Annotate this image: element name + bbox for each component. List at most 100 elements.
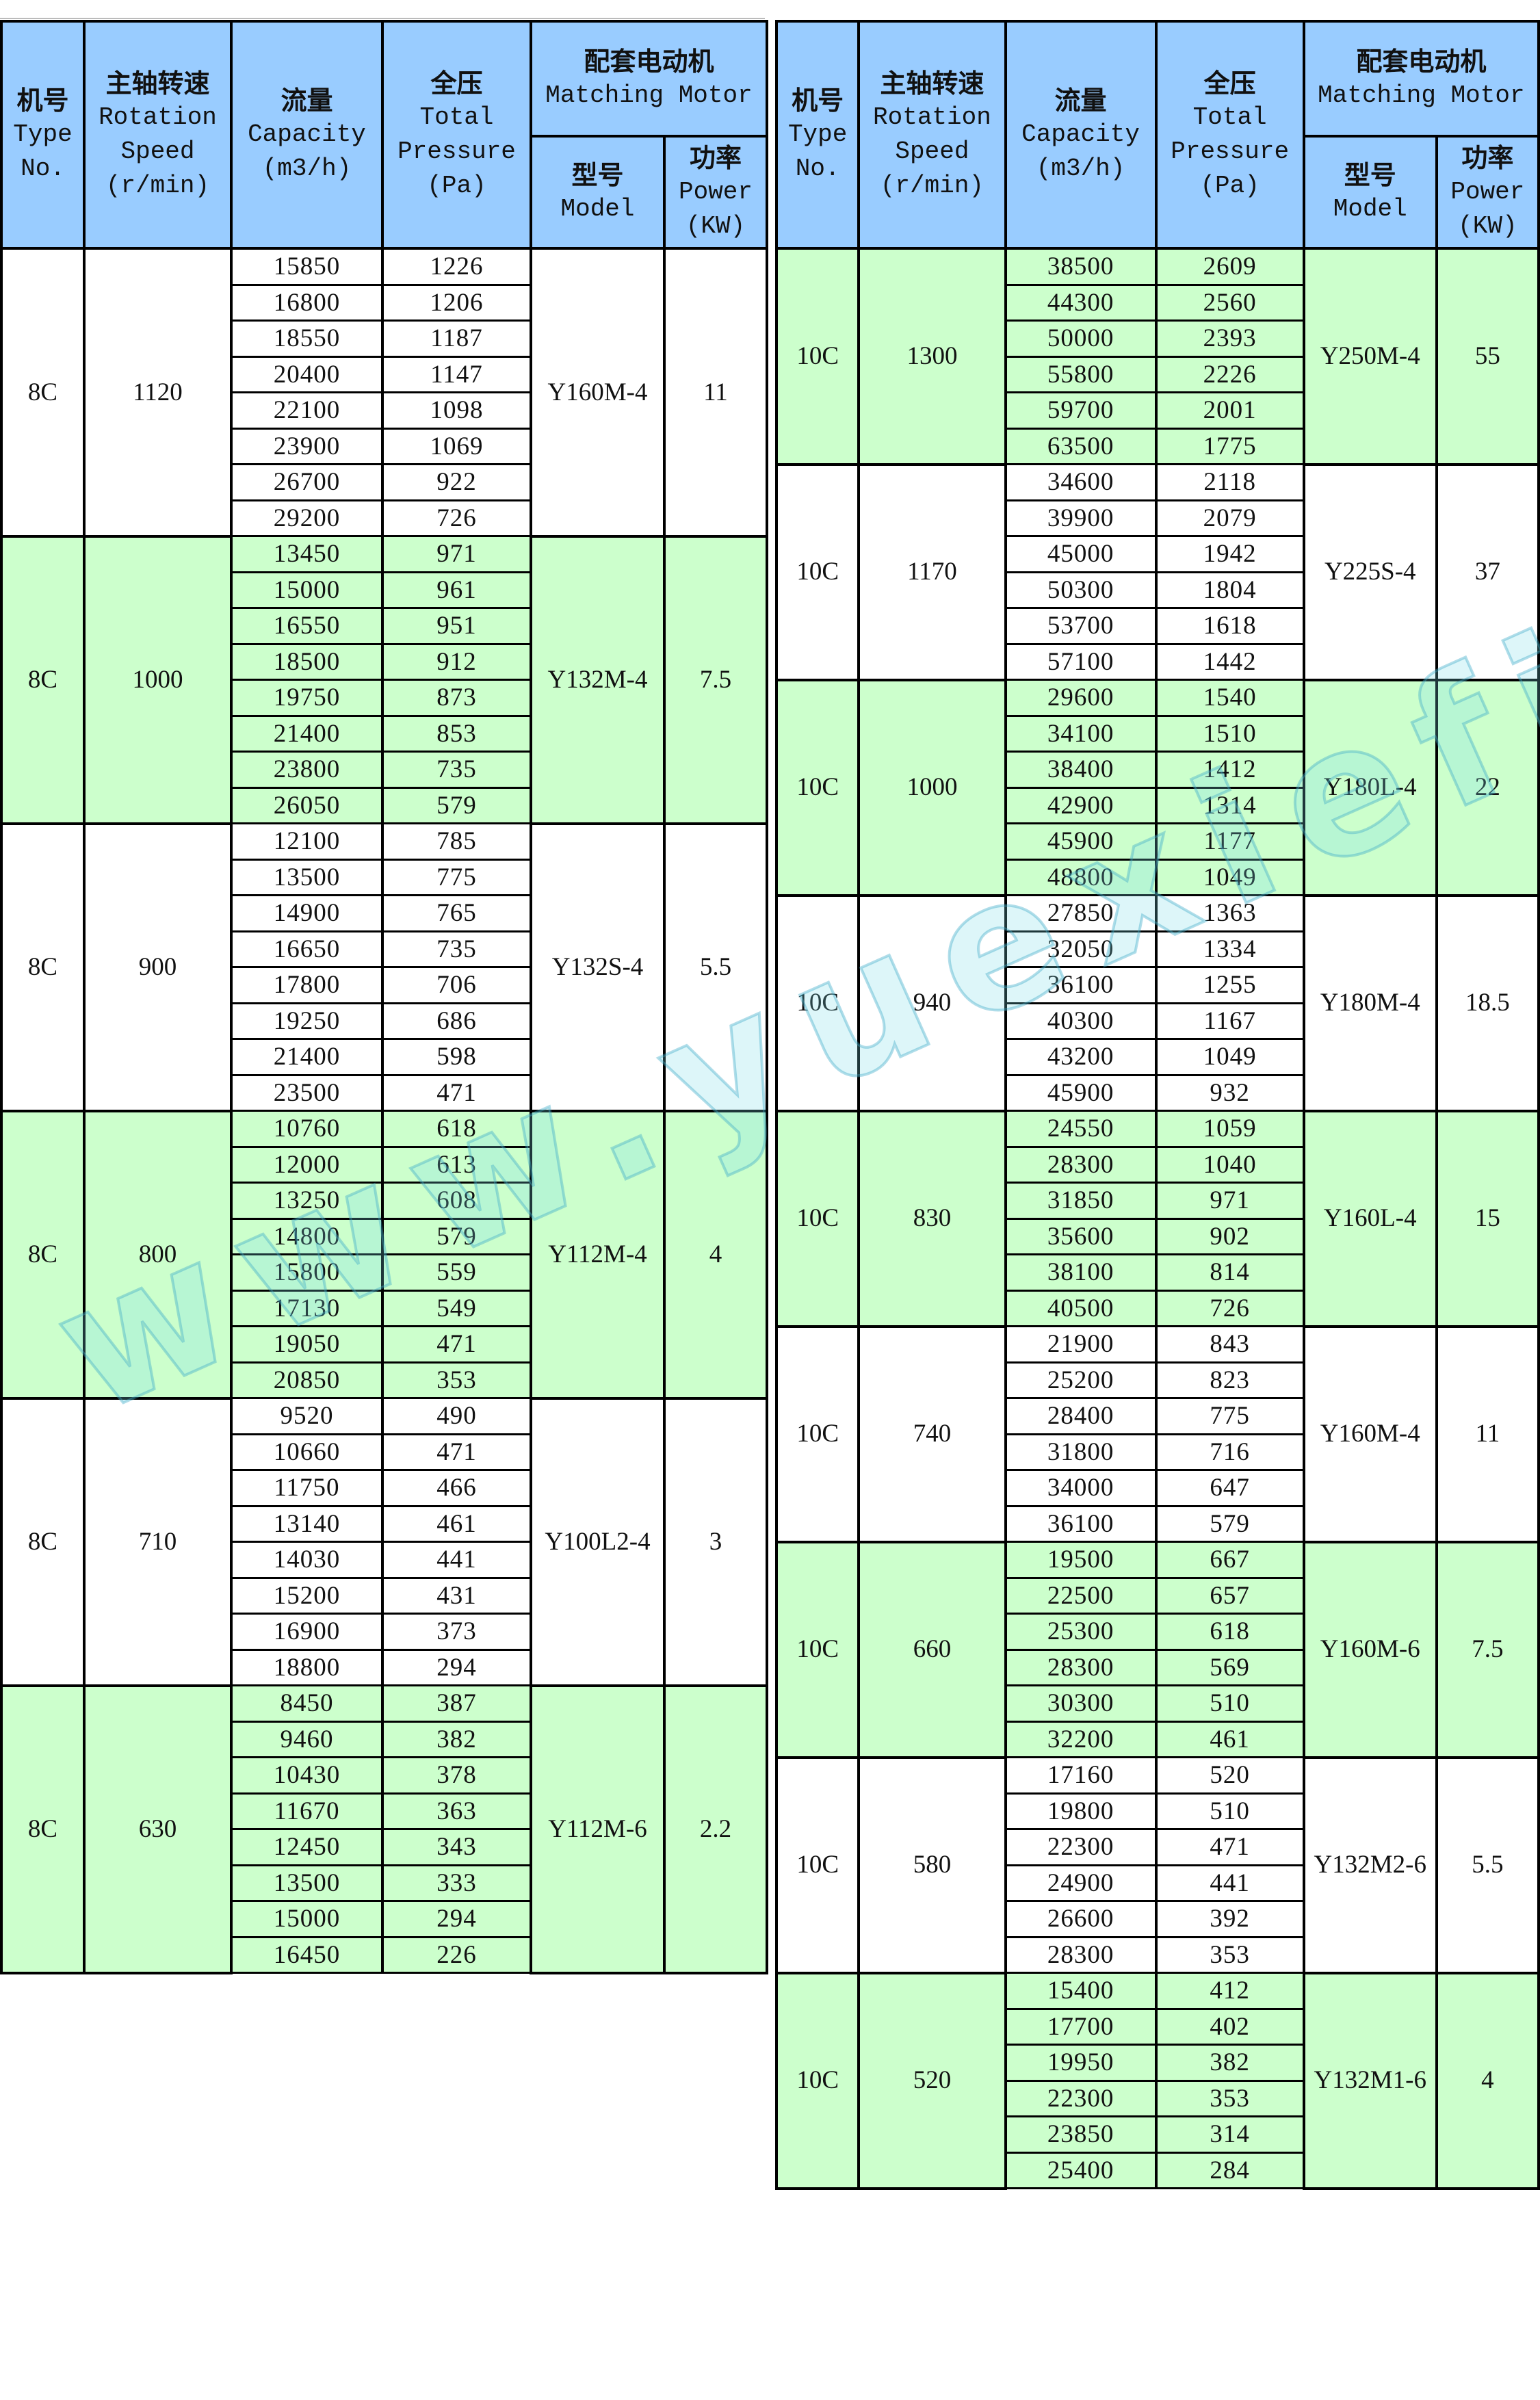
table-row: 8C 1000 13450 971 Y132M-4 7.5 (0, 534, 768, 825)
capacity-cell: 16550 (230, 607, 384, 645)
capacity-cell: 20850 (230, 1361, 384, 1399)
pressure-cell: 823 (1154, 1361, 1305, 1399)
capacity-cell: 28300 (1004, 1935, 1158, 1974)
table-row: 10660 471 (1, 1433, 767, 1471)
pressure-cell: 559 (381, 1253, 532, 1292)
table-row: 25300 618 (776, 1613, 1539, 1651)
pressure-cell: 765 (381, 894, 532, 932)
rotation-speed-cell: 710 (83, 1396, 233, 1687)
header-rotation-speed: 主轴转速 Rotation Speed (r/min) (857, 20, 1007, 250)
header-capacity-unit: (m3/h) (1036, 155, 1125, 183)
capacity-cell: 19500 (1004, 1541, 1158, 1579)
table-row: 28300 569 (776, 1648, 1539, 1686)
table-row: 53700 1618 (776, 607, 1539, 645)
capacity-cell: 12000 (230, 1145, 384, 1184)
pressure-cell: 1255 (1154, 966, 1305, 1004)
rotation-speed-cell: 940 (857, 894, 1007, 1112)
table-row: 10C 830 24550 1059 Y160L-4 15 (774, 1109, 1540, 1328)
table-row: 10C 1000 29600 1540 Y180L-4 22 (774, 678, 1540, 897)
capacity-cell: 32050 (1004, 930, 1158, 968)
table-row: 48800 1049 (776, 858, 1539, 896)
capacity-cell: 34600 (1004, 463, 1158, 501)
pressure-cell: 735 (381, 751, 532, 789)
pressure-cell: 392 (1154, 1900, 1305, 1938)
pressure-cell: 657 (1154, 1576, 1305, 1615)
table-row: 13500 775 (1, 858, 767, 896)
pressure-cell: 706 (381, 966, 532, 1004)
capacity-cell: 22500 (1004, 1576, 1158, 1615)
capacity-cell: 28400 (1004, 1397, 1158, 1435)
capacity-cell: 55800 (1004, 355, 1158, 393)
capacity-cell: 27850 (1004, 894, 1158, 932)
capacity-cell: 26050 (230, 786, 384, 824)
table-row: 17800 706 (1, 966, 767, 1004)
table-row: 34000 647 (776, 1469, 1539, 1507)
rotation-speed-cell: 900 (83, 822, 233, 1112)
capacity-cell: 9460 (230, 1720, 384, 1758)
capacity-cell: 38400 (1004, 751, 1158, 789)
header-pressure-zh: 全压 (430, 68, 483, 99)
capacity-cell: 22300 (1004, 1828, 1158, 1866)
table-row: 23850 314 (776, 2115, 1539, 2154)
capacity-cell: 32200 (1004, 1720, 1158, 1758)
pressure-cell: 353 (1154, 2079, 1305, 2117)
rotation-speed-cell: 580 (857, 1756, 1007, 1974)
type-no-cell: 8C (0, 534, 86, 825)
motor-power-cell: 18.5 (1435, 894, 1540, 1112)
pressure-cell: 510 (1154, 1792, 1305, 1830)
capacity-cell: 21400 (230, 714, 384, 753)
motor-model-cell: Y132M1-6 (1302, 1971, 1438, 2190)
pressure-cell: 1412 (1154, 751, 1305, 789)
motor-power-cell: 15 (1435, 1109, 1540, 1328)
pressure-cell: 363 (381, 1792, 532, 1830)
capacity-cell: 13250 (230, 1182, 384, 1220)
pressure-cell: 412 (1154, 1972, 1305, 2010)
table-row: 26700 922 (1, 463, 767, 501)
table-row: 16450 226 (1, 1935, 767, 1974)
pressure-cell: 1049 (1154, 858, 1305, 896)
capacity-cell: 28300 (1004, 1648, 1158, 1686)
header-speed-unit: (r/min) (105, 172, 210, 200)
pressure-cell: 461 (1154, 1720, 1305, 1758)
motor-model-cell: Y160M-4 (530, 247, 666, 538)
table-row: 29200 726 (1, 499, 767, 537)
pressure-cell: 1540 (1154, 679, 1305, 717)
header-total-pressure: 全压 Total Pressure (Pa) (381, 20, 532, 250)
table-row: 19250 686 (1, 1002, 767, 1040)
table-row: 18550 1187 (1, 319, 767, 358)
table-row: 32200 461 (776, 1720, 1539, 1758)
capacity-cell: 48800 (1004, 858, 1158, 896)
table-row: 32050 1334 (776, 930, 1539, 968)
capacity-cell: 14030 (230, 1541, 384, 1579)
table-row: 22100 1098 (1, 391, 767, 430)
table-header: 机号 Type No. 主轴转速 Rotation Speed (r/min) … (0, 20, 768, 250)
capacity-cell: 25400 (1004, 2151, 1158, 2189)
header-power-unit: (KW) (1458, 212, 1517, 240)
table-header: 机号 Type No. 主轴转速 Rotation Speed (r/min) … (774, 20, 1540, 250)
pressure-cell: 2079 (1154, 499, 1305, 537)
table-row: 15000 294 (1, 1900, 767, 1938)
pressure-cell: 333 (381, 1864, 532, 1902)
header-speed-en2: Speed (895, 138, 969, 166)
capacity-cell: 18800 (230, 1648, 384, 1686)
header-model-zh: 型号 (1344, 160, 1396, 190)
capacity-cell: 16800 (230, 283, 384, 322)
table-row: 16800 1206 (1, 283, 767, 322)
pressure-cell: 814 (1154, 1253, 1305, 1292)
rotation-speed-cell: 830 (857, 1109, 1007, 1328)
capacity-cell: 50300 (1004, 571, 1158, 609)
header-type-no: 机号 Type No. (0, 20, 86, 250)
pressure-cell: 686 (381, 1002, 532, 1040)
table-row: 10C 940 27850 1363 Y180M-4 18.5 (774, 894, 1540, 1112)
rotation-speed-cell: 1170 (857, 462, 1007, 681)
pressure-cell: 1618 (1154, 607, 1305, 645)
pressure-cell: 1147 (381, 355, 532, 393)
table-row: 19750 873 (1, 679, 767, 717)
pressure-cell: 873 (381, 679, 532, 717)
table-row: 31850 971 (776, 1182, 1539, 1220)
pressure-cell: 1098 (381, 391, 532, 430)
rotation-speed-cell: 1000 (83, 534, 233, 825)
pressure-cell: 520 (1154, 1756, 1305, 1795)
motor-power-cell: 4 (1435, 1971, 1540, 2190)
type-no-cell: 10C (774, 247, 861, 466)
